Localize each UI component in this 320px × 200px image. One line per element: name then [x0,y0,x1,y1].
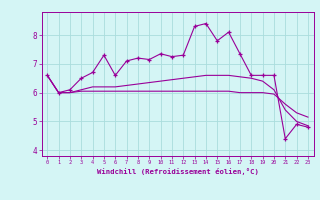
X-axis label: Windchill (Refroidissement éolien,°C): Windchill (Refroidissement éolien,°C) [97,168,259,175]
